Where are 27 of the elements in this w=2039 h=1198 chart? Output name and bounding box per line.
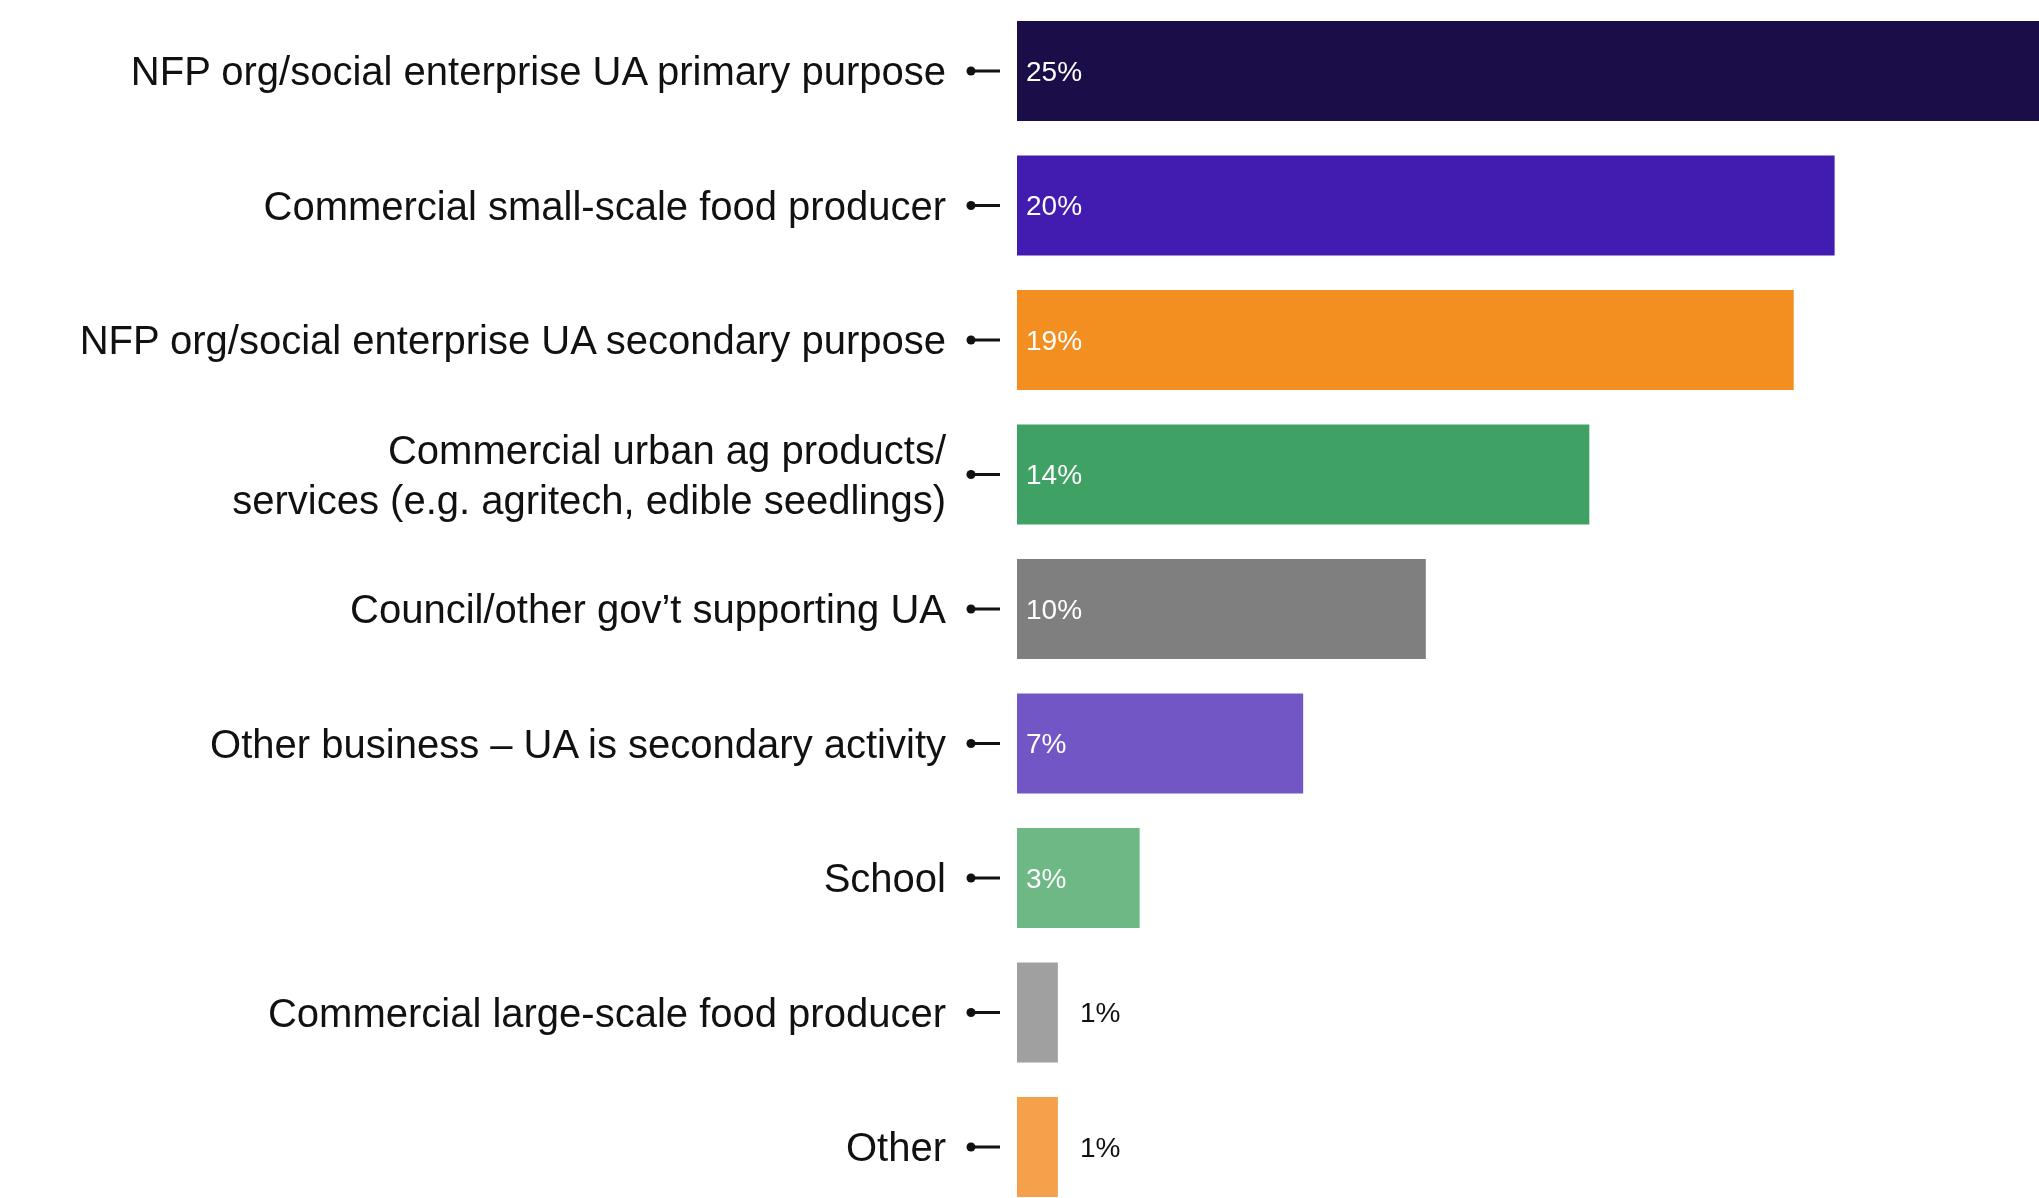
- y-tick-label: Commercial large-scale food producer: [267, 990, 946, 1035]
- data-label: 20%: [1026, 190, 1083, 221]
- bar: [1017, 559, 1426, 659]
- y-tick-label: School: [823, 856, 946, 900]
- data-label: 19%: [1026, 324, 1083, 356]
- y-tick-label: NFP org/social enterprise UA primary purpose: [130, 49, 946, 93]
- y-tick-label: Council/other gov’t supporting UA: [350, 587, 947, 631]
- bar: [1017, 155, 1835, 256]
- bar: [1017, 962, 1058, 1063]
- y-tick-label: Other: [845, 1125, 946, 1169]
- y-tick-label: Other business – UA is secondary activity: [210, 721, 946, 766]
- y-tick-label: Commercial small-scale food producer: [263, 183, 946, 228]
- data-label: 1%: [1079, 997, 1121, 1028]
- data-label: 7%: [1026, 728, 1067, 759]
- data-label: 1%: [1079, 1131, 1121, 1163]
- bar: [1017, 1097, 1058, 1197]
- y-tick-label: Commercial urban ag products/ services (e.g. agritech, edible seedlings): [232, 427, 947, 522]
- bar: [1017, 290, 1794, 390]
- bar: [1017, 828, 1140, 928]
- bar: [1017, 21, 2039, 121]
- data-label: 3%: [1026, 862, 1067, 894]
- data-label: 25%: [1026, 55, 1083, 87]
- bar: [1017, 693, 1304, 794]
- data-label: 10%: [1026, 593, 1083, 625]
- bar: [1017, 424, 1590, 525]
- data-label: 14%: [1026, 459, 1083, 490]
- y-tick-label: NFP org/social enterprise UA secondary purpose: [79, 318, 946, 362]
